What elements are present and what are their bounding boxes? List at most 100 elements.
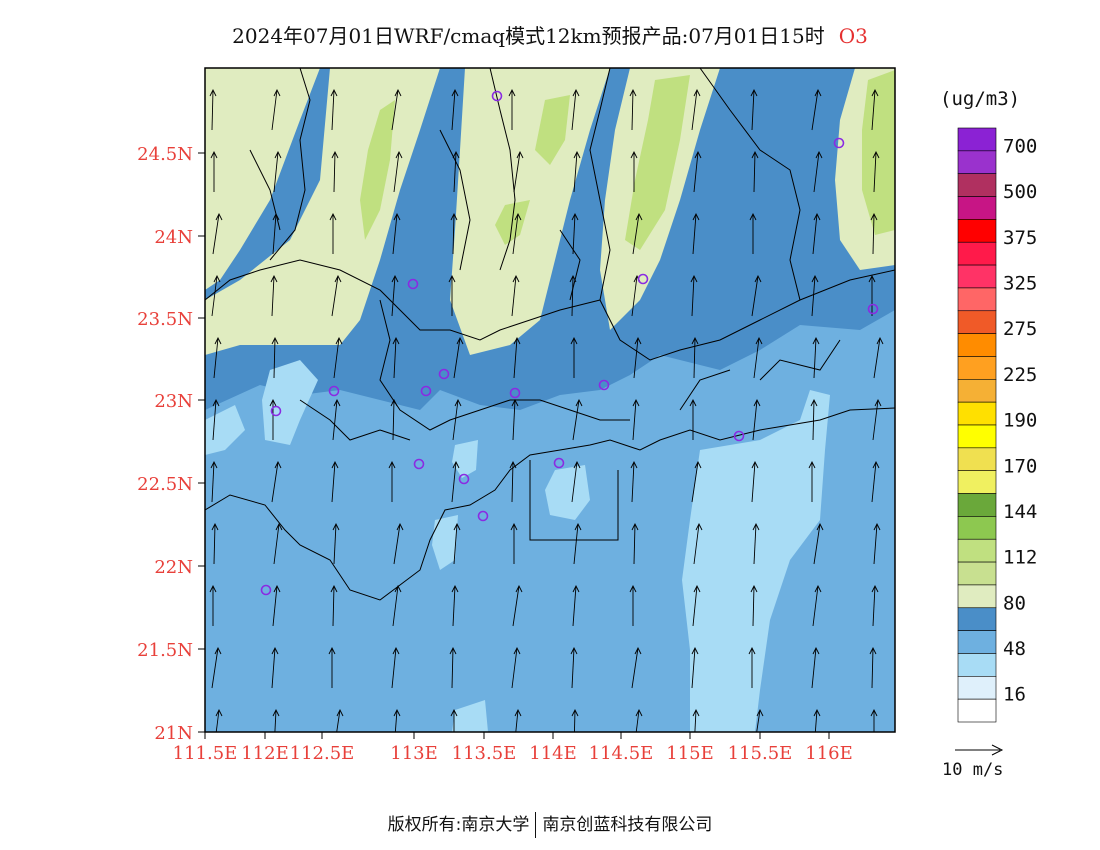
colorbar-bin	[957, 310, 997, 334]
wind-arrowhead	[449, 646, 457, 655]
wind-arrow	[512, 399, 516, 441]
wind-arrowhead	[573, 150, 581, 159]
wind-arrow	[513, 151, 521, 193]
wind-arrowhead	[813, 212, 821, 221]
copyright-left: 版权所有:南京大学	[387, 815, 530, 835]
wind-arrow	[271, 89, 278, 131]
wind-arrowhead	[514, 212, 522, 221]
wind-arrowhead	[815, 150, 823, 159]
wind-arrow	[871, 89, 876, 131]
wind-arrowhead	[511, 398, 519, 407]
wind-arrowhead	[215, 212, 223, 221]
wind-arrowhead	[513, 336, 521, 345]
colorbar-bin	[957, 287, 997, 312]
lon-label: 112E	[241, 743, 289, 764]
colorbar-bin	[957, 333, 997, 357]
wind-arrowhead	[629, 584, 637, 593]
wind-arrowhead	[570, 336, 578, 345]
wind-arrow	[693, 337, 696, 379]
wind-arrowhead	[395, 150, 403, 159]
lon-label: 114.5E	[589, 743, 654, 764]
wind-arrow	[694, 709, 697, 732]
colorbar-label: 16	[1003, 684, 1026, 706]
wind-arrowhead	[453, 522, 461, 531]
wind-arrow	[391, 275, 396, 317]
concentration-band-green-4	[862, 70, 895, 235]
wind-arrow	[215, 709, 220, 732]
county-line-4	[759, 339, 841, 381]
wind-arrow	[453, 337, 461, 379]
wind-arrowhead	[876, 336, 884, 345]
lat-label: 22.5N	[137, 474, 193, 495]
wind-arrow	[813, 151, 820, 193]
wind-reference-label: 10 m/s	[942, 760, 1004, 780]
colorbar-bin	[957, 561, 997, 586]
colorbar-bin	[957, 676, 997, 700]
colorbar-bin	[957, 493, 997, 517]
wind-arrowhead	[810, 398, 818, 407]
wind-arrow	[273, 337, 276, 379]
wind-arrowhead	[808, 460, 816, 469]
wind-arrowhead	[631, 522, 639, 531]
wind-arrowhead	[274, 460, 282, 469]
wind-arrow	[692, 213, 697, 255]
wind-arrowhead	[275, 522, 283, 531]
wind-arrowhead	[210, 150, 218, 159]
wind-arrowhead	[392, 646, 400, 655]
lat-label: 23.5N	[137, 309, 193, 330]
colorbar-unit: (ug/m3)	[940, 88, 1021, 110]
wind-arrowhead	[271, 336, 279, 345]
wind-arrow	[452, 585, 456, 627]
lon-label: 113.5E	[452, 743, 517, 764]
wind-arrowhead	[272, 708, 280, 717]
lon-label: 114E	[529, 743, 577, 764]
wind-arrowhead	[393, 708, 401, 717]
wind-arrowhead	[816, 522, 824, 531]
wind-arrow	[873, 151, 877, 193]
wind-arrow	[873, 337, 881, 379]
wind-arrow	[336, 709, 341, 732]
province-border-6	[379, 299, 630, 431]
colorbar-bin	[957, 630, 997, 654]
colorbar-label: 225	[1003, 364, 1037, 386]
wind-arrowhead	[508, 88, 516, 97]
lon-label: 115.5E	[728, 743, 793, 764]
wind-arrowhead	[812, 336, 820, 345]
coastline	[205, 407, 895, 601]
province-border-7	[299, 399, 411, 441]
wind-arrow	[572, 213, 576, 255]
map-title: 2024年07月01日WRF/cmaq模式12km预报产品:07月01日15时 O…	[0, 20, 1100, 49]
wind-arrowhead	[573, 460, 581, 469]
colorbar-bin	[957, 470, 997, 494]
wind-arrowhead	[515, 584, 523, 593]
wind-arrowhead	[214, 646, 222, 655]
wind-arrowhead	[396, 522, 404, 531]
wind-arrowhead	[694, 150, 702, 159]
wind-arrowhead	[452, 460, 460, 469]
wind-arrow	[451, 647, 454, 689]
wind-arrowhead	[635, 708, 643, 717]
wind-arrow	[391, 647, 397, 689]
wind-arrow	[872, 585, 876, 627]
monitoring-stations	[260, 90, 879, 596]
wind-arrowhead	[388, 460, 396, 469]
wind-arrowhead	[209, 584, 217, 593]
colorbar-label: 144	[1003, 501, 1037, 523]
wind-arrowhead	[391, 274, 399, 283]
concentration-patch-light-2	[262, 360, 318, 445]
wind-arrowhead	[634, 646, 642, 655]
colorbar-label: 190	[1003, 410, 1037, 432]
wind-arrowhead	[692, 212, 700, 221]
colorbar-bin	[957, 584, 997, 609]
wind-arrow	[753, 151, 756, 193]
wind-arrow	[453, 151, 457, 193]
wind-arrowhead	[448, 274, 456, 283]
colorbar-label: 48	[1003, 638, 1026, 660]
wind-arrowhead	[693, 88, 701, 97]
wind-arrowhead	[751, 460, 759, 469]
wind-arrowhead	[749, 212, 757, 221]
lat-label: 22N	[154, 557, 193, 578]
wind-arrow	[271, 461, 279, 503]
colorbar-bin	[957, 219, 997, 243]
station-marker	[867, 303, 879, 315]
